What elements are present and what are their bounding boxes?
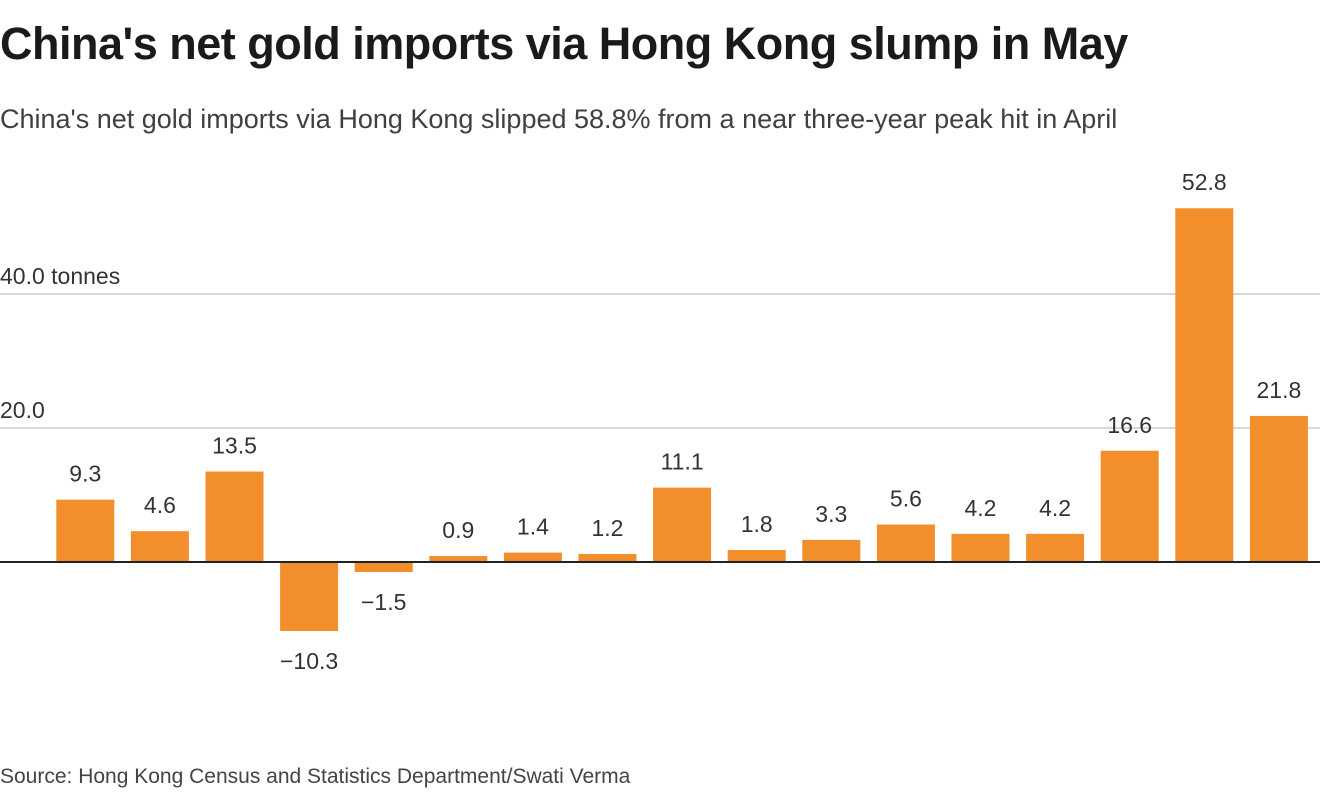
- chart-title: China's net gold imports via Hong Kong s…: [0, 18, 1128, 69]
- y-tick-label: 40.0 tonnes: [0, 263, 120, 289]
- bar: [802, 539, 861, 562]
- data-label: 4.6: [144, 492, 176, 518]
- bar: [130, 531, 189, 562]
- bar: [1026, 533, 1085, 562]
- data-label: 3.3: [815, 501, 847, 527]
- data-label: 21.8: [1257, 377, 1302, 403]
- data-label: −1.5: [361, 589, 406, 615]
- bar: [653, 487, 712, 562]
- bar: [205, 471, 264, 562]
- bar: [354, 562, 413, 573]
- data-label: 5.6: [890, 485, 922, 511]
- bar: [56, 499, 115, 562]
- source-note: Source: Hong Kong Census and Statistics …: [0, 765, 631, 788]
- data-label: 13.5: [212, 433, 257, 459]
- data-label: 1.4: [517, 514, 549, 540]
- bar: [429, 555, 488, 562]
- data-label: −10.3: [280, 648, 338, 674]
- bar: [1249, 415, 1308, 562]
- bar: [951, 533, 1010, 562]
- data-label: 16.6: [1107, 412, 1152, 438]
- data-label: 1.8: [741, 511, 773, 537]
- bar: [503, 552, 562, 562]
- bar: [280, 562, 339, 632]
- data-label: 52.8: [1182, 169, 1227, 195]
- data-label: 1.2: [592, 515, 624, 541]
- chart-subtitle: China's net gold imports via Hong Kong s…: [0, 104, 1118, 134]
- bar: [727, 549, 786, 562]
- bar: [578, 553, 637, 562]
- bar: [876, 524, 935, 562]
- y-tick-label: 20.0: [0, 397, 45, 423]
- bar: [1100, 450, 1159, 562]
- data-label: 11.1: [661, 449, 704, 475]
- data-label: 0.9: [442, 517, 474, 543]
- data-label: 4.2: [1039, 495, 1071, 521]
- data-label: 4.2: [965, 495, 997, 521]
- data-label: 9.3: [69, 461, 101, 487]
- bar: [1175, 208, 1234, 563]
